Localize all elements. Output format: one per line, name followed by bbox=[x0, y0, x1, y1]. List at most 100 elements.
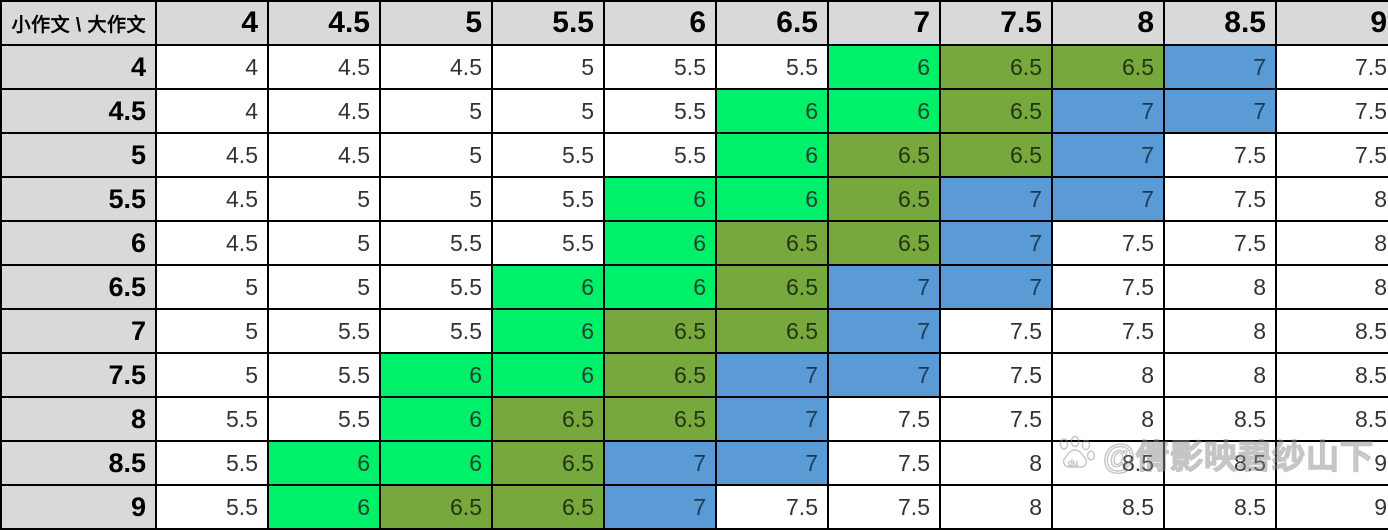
score-cell[interactable]: 8.5 bbox=[1164, 397, 1277, 442]
score-cell[interactable]: 7 bbox=[828, 353, 941, 398]
score-cell[interactable]: 5 bbox=[492, 89, 605, 134]
score-cell[interactable]: 6 bbox=[492, 309, 605, 354]
score-cell[interactable]: 6.5 bbox=[492, 397, 605, 442]
score-cell[interactable]: 6 bbox=[380, 353, 493, 398]
score-cell[interactable]: 8 bbox=[1276, 221, 1388, 266]
score-cell[interactable]: 5 bbox=[380, 133, 493, 178]
score-cell[interactable]: 4.5 bbox=[268, 133, 381, 178]
score-cell[interactable]: 5.5 bbox=[380, 221, 493, 266]
score-cell[interactable]: 6 bbox=[828, 45, 941, 90]
score-cell[interactable]: 7 bbox=[716, 353, 829, 398]
score-cell[interactable]: 5.5 bbox=[380, 265, 493, 310]
score-cell[interactable]: 8 bbox=[940, 485, 1053, 530]
score-cell[interactable]: 7.5 bbox=[1276, 45, 1388, 90]
score-cell[interactable]: 5 bbox=[268, 177, 381, 222]
score-cell[interactable]: 7 bbox=[604, 441, 717, 486]
score-cell[interactable]: 7.5 bbox=[1276, 133, 1388, 178]
score-cell[interactable]: 6 bbox=[716, 177, 829, 222]
score-cell[interactable]: 5 bbox=[156, 353, 269, 398]
score-cell[interactable]: 7.5 bbox=[940, 353, 1053, 398]
score-cell[interactable]: 5.5 bbox=[604, 89, 717, 134]
score-cell[interactable]: 6 bbox=[716, 133, 829, 178]
score-cell[interactable]: 7 bbox=[716, 441, 829, 486]
score-cell[interactable]: 5 bbox=[156, 265, 269, 310]
score-cell[interactable]: 7.5 bbox=[716, 485, 829, 530]
score-cell[interactable]: 4.5 bbox=[268, 89, 381, 134]
score-cell[interactable]: 7.5 bbox=[940, 397, 1053, 442]
score-cell[interactable]: 6.5 bbox=[604, 309, 717, 354]
score-cell[interactable]: 8 bbox=[1164, 309, 1277, 354]
score-cell[interactable]: 4.5 bbox=[380, 45, 493, 90]
score-cell[interactable]: 5.5 bbox=[268, 309, 381, 354]
score-cell[interactable]: 7 bbox=[940, 221, 1053, 266]
score-cell[interactable]: 5.5 bbox=[492, 177, 605, 222]
score-cell[interactable]: 6 bbox=[828, 89, 941, 134]
score-cell[interactable]: 6.5 bbox=[940, 45, 1053, 90]
score-cell[interactable]: 6.5 bbox=[1052, 45, 1165, 90]
score-cell[interactable]: 8.5 bbox=[1164, 485, 1277, 530]
row-header-5[interactable]: 5 bbox=[0, 133, 157, 178]
score-cell[interactable]: 6.5 bbox=[492, 441, 605, 486]
score-cell[interactable]: 4 bbox=[156, 89, 269, 134]
row-header-7[interactable]: 7 bbox=[0, 309, 157, 354]
score-cell[interactable]: 7 bbox=[1164, 45, 1277, 90]
score-cell[interactable]: 6 bbox=[268, 485, 381, 530]
score-cell[interactable]: 7.5 bbox=[1164, 177, 1277, 222]
score-cell[interactable]: 7 bbox=[1052, 89, 1165, 134]
score-cell[interactable]: 5.5 bbox=[604, 45, 717, 90]
row-header-6-5[interactable]: 6.5 bbox=[0, 265, 157, 310]
column-header-9[interactable]: 9 bbox=[1276, 0, 1388, 46]
score-cell[interactable]: 6 bbox=[604, 221, 717, 266]
score-cell[interactable]: 7.5 bbox=[1164, 133, 1277, 178]
score-cell[interactable]: 5 bbox=[380, 89, 493, 134]
score-cell[interactable]: 5.5 bbox=[716, 45, 829, 90]
score-cell[interactable]: 8 bbox=[1276, 177, 1388, 222]
score-cell[interactable]: 5.5 bbox=[492, 221, 605, 266]
score-cell[interactable]: 4 bbox=[156, 45, 269, 90]
score-cell[interactable]: 7.5 bbox=[1164, 221, 1277, 266]
score-cell[interactable]: 7.5 bbox=[1052, 309, 1165, 354]
row-header-5-5[interactable]: 5.5 bbox=[0, 177, 157, 222]
score-cell[interactable]: 6.5 bbox=[492, 485, 605, 530]
score-cell[interactable]: 6.5 bbox=[716, 221, 829, 266]
row-header-9[interactable]: 9 bbox=[0, 485, 157, 530]
score-cell[interactable]: 6.5 bbox=[380, 485, 493, 530]
score-cell[interactable]: 7.5 bbox=[1052, 265, 1165, 310]
score-cell[interactable]: 6 bbox=[604, 265, 717, 310]
score-cell[interactable]: 6.5 bbox=[828, 221, 941, 266]
score-cell[interactable]: 9 bbox=[1276, 485, 1388, 530]
score-cell[interactable]: 7.5 bbox=[1276, 89, 1388, 134]
score-cell[interactable]: 7 bbox=[1164, 89, 1277, 134]
column-header-8-5[interactable]: 8.5 bbox=[1164, 0, 1277, 46]
score-cell[interactable]: 5 bbox=[268, 265, 381, 310]
score-cell[interactable]: 6.5 bbox=[828, 133, 941, 178]
score-cell[interactable]: 6.5 bbox=[828, 177, 941, 222]
score-cell[interactable]: 8 bbox=[1052, 353, 1165, 398]
score-cell[interactable]: 6 bbox=[492, 265, 605, 310]
column-header-4-5[interactable]: 4.5 bbox=[268, 0, 381, 46]
score-cell[interactable]: 6 bbox=[716, 89, 829, 134]
score-cell[interactable]: 5 bbox=[268, 221, 381, 266]
score-cell[interactable]: 7 bbox=[1052, 177, 1165, 222]
score-cell[interactable]: 5.5 bbox=[156, 397, 269, 442]
score-cell[interactable]: 4.5 bbox=[156, 133, 269, 178]
score-cell[interactable]: 5 bbox=[492, 45, 605, 90]
score-cell[interactable]: 5.5 bbox=[268, 353, 381, 398]
score-cell[interactable]: 7.5 bbox=[828, 485, 941, 530]
score-cell[interactable]: 6.5 bbox=[716, 265, 829, 310]
score-cell[interactable]: 7 bbox=[828, 309, 941, 354]
score-cell[interactable]: 8.5 bbox=[1276, 397, 1388, 442]
score-cell[interactable]: 6.5 bbox=[716, 309, 829, 354]
score-cell[interactable]: 8 bbox=[1164, 353, 1277, 398]
score-cell[interactable]: 5.5 bbox=[268, 397, 381, 442]
score-cell[interactable]: 5.5 bbox=[604, 133, 717, 178]
score-cell[interactable]: 5.5 bbox=[156, 441, 269, 486]
score-cell[interactable]: 7.5 bbox=[940, 309, 1053, 354]
column-header-7-5[interactable]: 7.5 bbox=[940, 0, 1053, 46]
row-header-8[interactable]: 8 bbox=[0, 397, 157, 442]
score-cell[interactable]: 4.5 bbox=[268, 45, 381, 90]
score-cell[interactable]: 4.5 bbox=[156, 221, 269, 266]
row-header-8-5[interactable]: 8.5 bbox=[0, 441, 157, 486]
column-header-6[interactable]: 6 bbox=[604, 0, 717, 46]
score-cell[interactable]: 7 bbox=[828, 265, 941, 310]
